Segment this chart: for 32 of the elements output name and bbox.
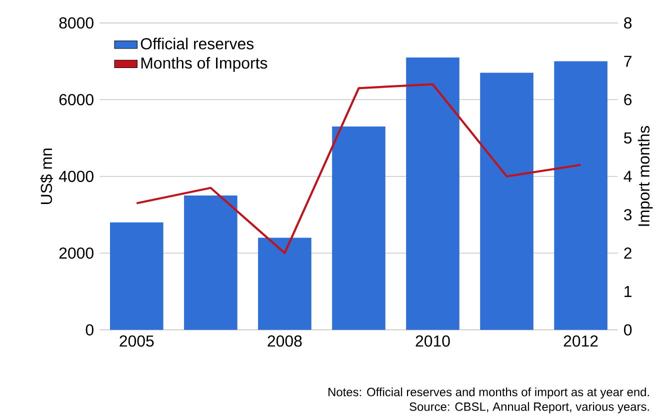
y2-tick-label: 1 bbox=[624, 286, 632, 298]
y2-tick-label: 2 bbox=[624, 248, 632, 259]
y-axis-title: US$ mn bbox=[40, 148, 54, 204]
legend-label: Official reserves bbox=[140, 38, 254, 50]
y2-tick-label: 8 bbox=[624, 18, 632, 29]
source-note: Source: CBSL, Annual Report, various years. bbox=[410, 402, 649, 414]
text: Notes: Official reserves and months of import as at year end. bbox=[328, 388, 649, 399]
x-tick-label: 2010 bbox=[416, 336, 450, 347]
bar bbox=[332, 126, 386, 330]
y2-tick-label: 0 bbox=[624, 324, 632, 336]
x-tick-label: 2012 bbox=[564, 336, 598, 347]
bar bbox=[110, 222, 164, 330]
y2-tick-label: 4 bbox=[624, 171, 632, 182]
bar bbox=[554, 62, 608, 330]
line-series bbox=[136, 83, 582, 254]
y2-tick-label: 6 bbox=[624, 94, 632, 106]
bar bbox=[258, 238, 312, 330]
bar bbox=[406, 58, 460, 330]
y2-tick-label: 7 bbox=[624, 56, 632, 68]
x-tick-label: 2008 bbox=[268, 336, 302, 347]
x-tick-label: 2005 bbox=[120, 336, 154, 347]
bar bbox=[184, 196, 238, 330]
y-tick-label: 6000 bbox=[59, 94, 94, 106]
legend-label: Months of Imports bbox=[141, 57, 268, 72]
y2-tick-label: 3 bbox=[624, 209, 632, 221]
y-tick-label: 0 bbox=[86, 324, 94, 336]
y2-tick-label: 5 bbox=[624, 132, 632, 144]
y2-axis-title: Import months bbox=[638, 126, 653, 226]
bar bbox=[480, 73, 534, 330]
y-tick-label: 4000 bbox=[58, 170, 94, 182]
y-tick-label: 8000 bbox=[59, 18, 94, 29]
y-tick-label: 2000 bbox=[59, 248, 94, 259]
